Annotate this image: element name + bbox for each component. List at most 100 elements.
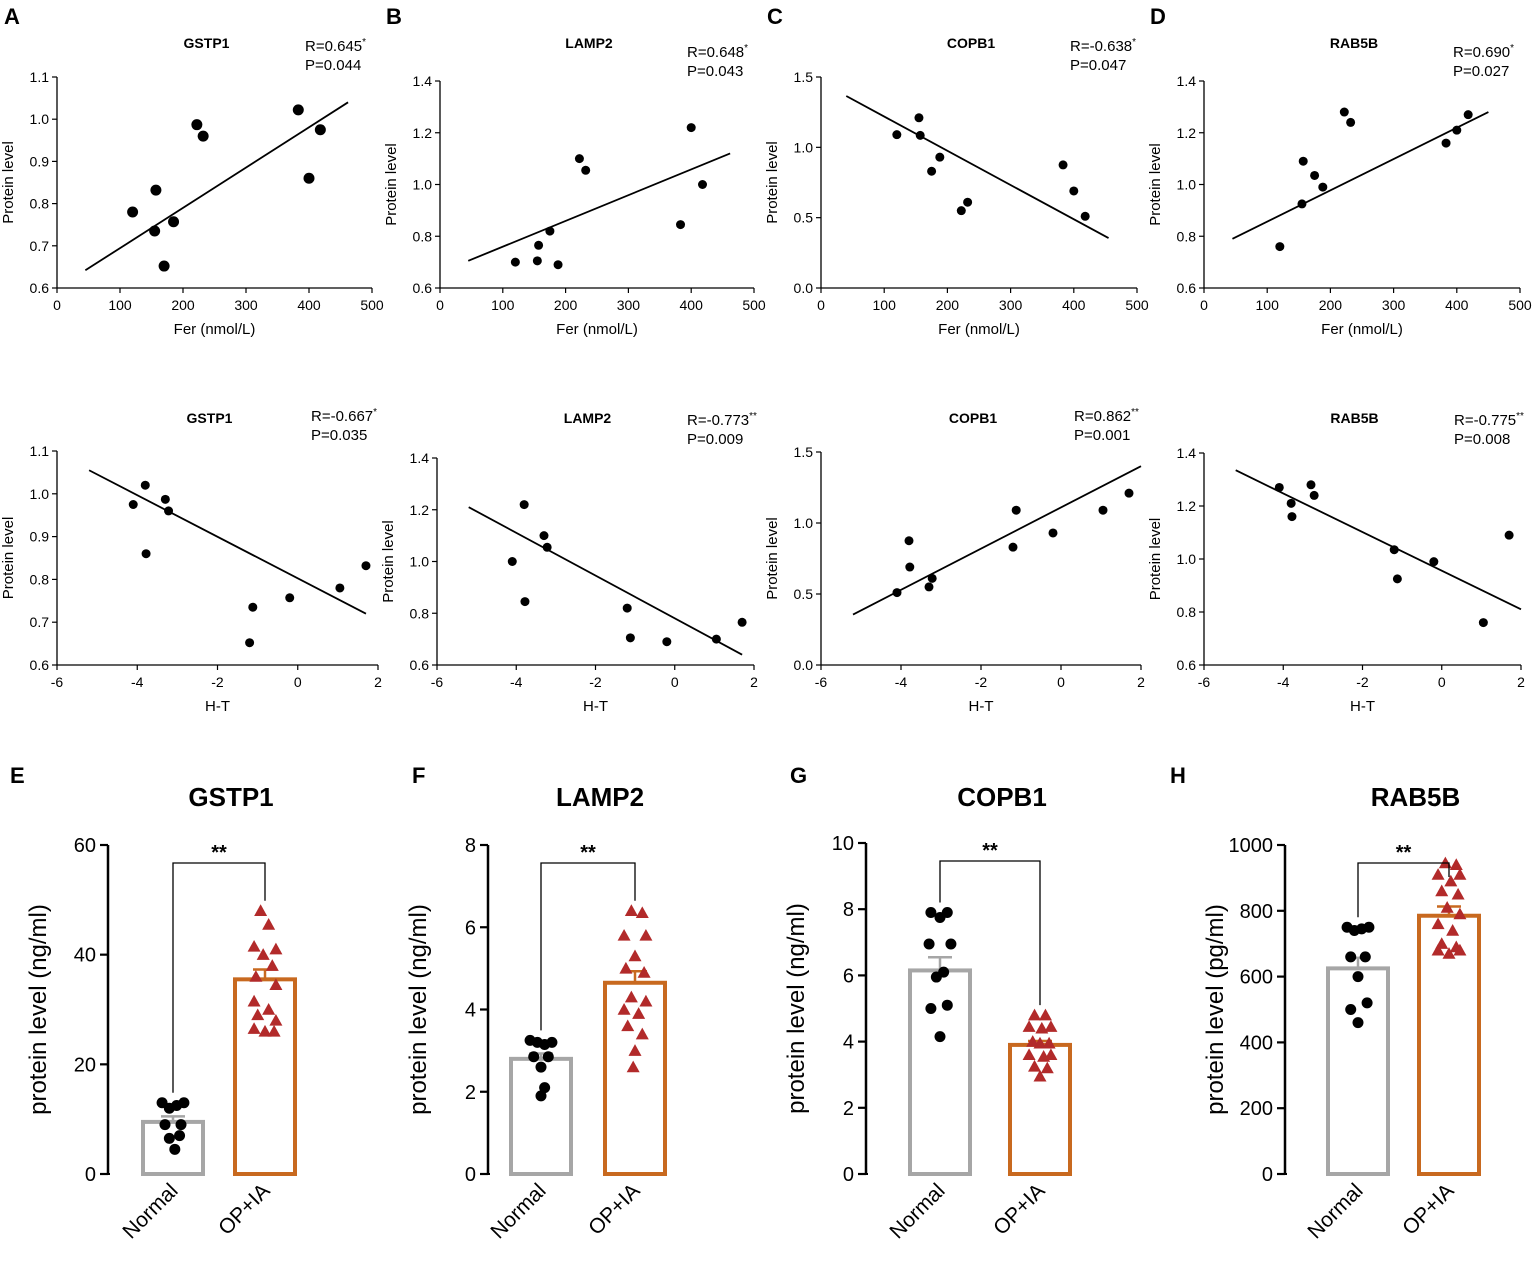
y-tick-label: 1.0 <box>410 554 430 570</box>
x-tick-label: -2 <box>211 674 224 690</box>
stat-significance-star: * <box>1132 37 1136 48</box>
normal-data-point <box>930 971 942 983</box>
stat-significance-star: ** <box>1131 407 1139 418</box>
bar-normal <box>1326 966 1390 1176</box>
data-point <box>924 582 934 592</box>
data-point <box>686 123 696 133</box>
y-axis-label: Protein level <box>1147 143 1164 226</box>
data-point <box>904 536 914 546</box>
x-tick-label: 300 <box>617 297 641 313</box>
panel-title: LAMP2 <box>564 410 612 426</box>
op-ia-data-point <box>1431 868 1445 880</box>
x-tick-label: 300 <box>1382 297 1406 313</box>
panel-title: RAB5B <box>1330 410 1378 426</box>
y-tick-label: 1.4 <box>413 73 433 89</box>
normal-data-point <box>546 1036 558 1048</box>
op-ia-data-point <box>254 904 268 916</box>
category-label: OP+IA <box>584 1179 644 1239</box>
scatter-panel-d2: 0.6 0.8 1.0 1.2 1.4 -6 -4 -2 0 2 H-T Protein level R… <box>1147 410 1525 715</box>
x-tick-label: 500 <box>1508 297 1532 313</box>
op-ia-data-point <box>628 949 642 962</box>
x-tick-label: 0 <box>436 297 444 313</box>
data-point <box>737 617 747 627</box>
data-point <box>510 257 520 267</box>
x-tick-label: 400 <box>1445 297 1469 313</box>
op-ia-data-point <box>1033 1036 1047 1049</box>
data-point <box>1463 110 1473 120</box>
y-tick-label: 8 <box>843 899 854 921</box>
stat-significance-star: ** <box>1516 411 1524 422</box>
significance-label: ** <box>1396 842 1412 864</box>
normal-data-point <box>528 1051 540 1063</box>
x-tick-label: 2 <box>374 674 382 690</box>
x-tick-label: 2 <box>750 674 758 690</box>
y-tick-label: 1.2 <box>410 502 430 518</box>
op-ia-data-point <box>619 961 633 974</box>
y-tick-label: 0.8 <box>1177 604 1197 620</box>
data-point <box>1124 488 1134 498</box>
x-tick-label: 300 <box>234 297 258 313</box>
stat-significance-star: * <box>362 37 366 48</box>
y-tick-label: 1.0 <box>1177 177 1197 193</box>
x-tick-label: -6 <box>51 674 64 690</box>
bar-op-ia <box>1008 1042 1072 1177</box>
bar-normal <box>509 1056 573 1176</box>
y-tick-label: 0 <box>1262 1164 1273 1186</box>
regression-line <box>88 469 367 615</box>
y-tick-label: 0.6 <box>1177 280 1197 296</box>
op-ia-data-point <box>1042 1036 1056 1049</box>
normal-data-point <box>1359 951 1371 963</box>
op-ia-data-point <box>617 1003 631 1015</box>
regression-line <box>1232 111 1489 240</box>
data-point <box>1297 199 1307 209</box>
stat-r-value: R=-0.667* <box>311 407 377 425</box>
y-axis-label: Protein level <box>764 141 781 224</box>
panel-letter-g: G <box>790 763 807 788</box>
data-point <box>507 557 517 566</box>
regression-line <box>1235 469 1522 611</box>
data-point <box>1478 618 1488 628</box>
op-ia-data-point <box>1044 1048 1058 1061</box>
data-point <box>168 216 180 228</box>
y-tick-label: 60 <box>74 835 96 857</box>
data-point <box>1098 505 1108 515</box>
op-ia-data-point <box>1028 1059 1042 1072</box>
normal-data-point <box>941 999 953 1011</box>
data-point <box>534 240 544 250</box>
op-ia-data-point <box>267 1024 281 1037</box>
op-ia-data-point <box>262 918 276 930</box>
panel-title: GSTP1 <box>187 410 233 426</box>
data-point <box>698 180 708 189</box>
data-point <box>128 500 138 509</box>
data-point <box>553 260 563 270</box>
significance-bracket <box>172 862 266 1093</box>
op-ia-data-point <box>269 1013 283 1026</box>
data-point <box>956 206 966 216</box>
data-point <box>1441 138 1451 148</box>
op-ia-data-point <box>621 1019 635 1032</box>
normal-data-point <box>163 1132 175 1144</box>
y-axis-label: Protein level <box>0 517 17 600</box>
x-axis-label: Fer (nmol/L) <box>174 321 256 338</box>
y-tick-label: 8 <box>465 835 476 857</box>
data-point <box>622 603 632 613</box>
y-tick-label: 1.0 <box>794 139 814 155</box>
x-tick-label: 100 <box>873 297 897 313</box>
op-ia-data-point <box>247 994 261 1007</box>
scatter-panel-c: 0.0 0.5 1.0 1.5 0 100 200 300 400 500 Fer (nmol/L)… <box>764 35 1149 338</box>
stat-p-value: P=0.035 <box>311 427 367 444</box>
x-tick-label: 0 <box>1200 297 1208 313</box>
data-point <box>1306 480 1316 490</box>
data-point <box>361 561 371 571</box>
y-tick-label: 1.0 <box>413 177 433 193</box>
panel-letter-b: B <box>386 4 402 29</box>
y-axis-label: Protein level <box>380 520 397 603</box>
scatter-panel-c2: 0.0 0.5 1.0 1.5 -6 -4 -2 0 2 H-T Protein level COPB… <box>764 407 1145 715</box>
y-tick-label: 0.6 <box>410 657 430 673</box>
normal-data-point <box>1345 951 1357 963</box>
y-tick-label: 200 <box>1240 1098 1273 1120</box>
normal-data-point <box>535 1090 547 1102</box>
op-ia-data-point <box>1453 907 1467 920</box>
y-tick-label: 10 <box>832 833 854 855</box>
